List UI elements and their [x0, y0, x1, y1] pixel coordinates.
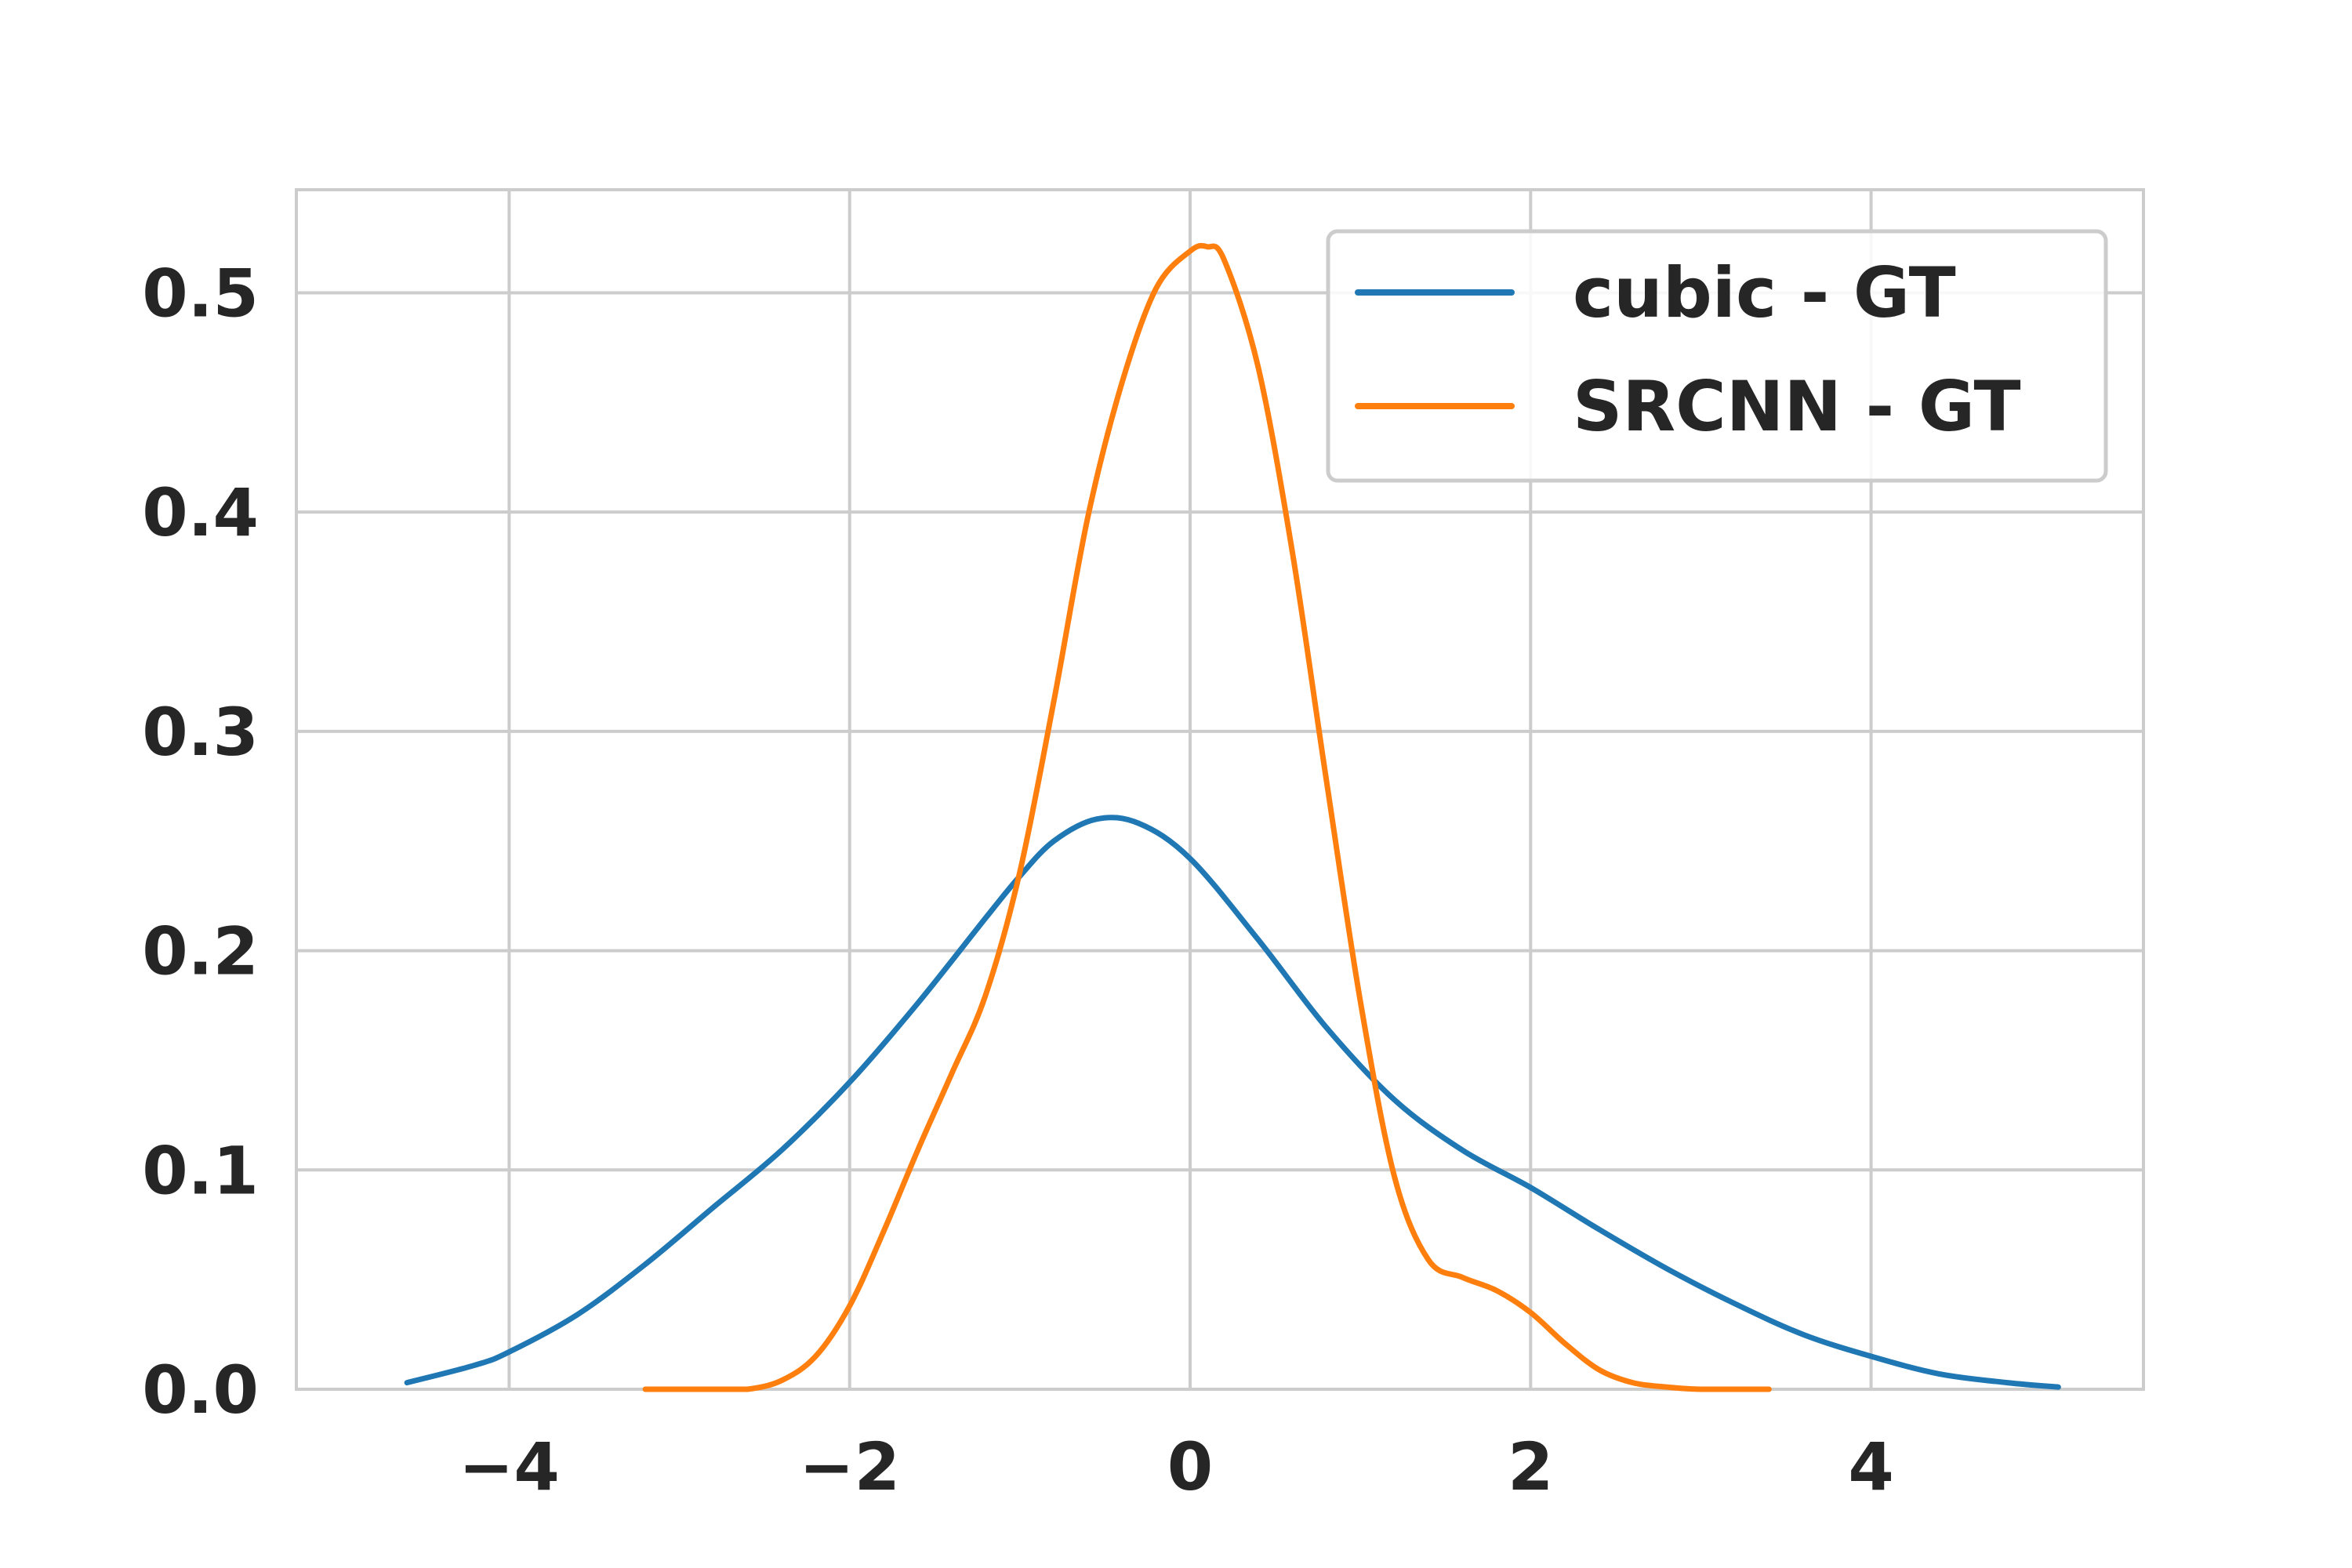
- legend: cubic - GT SRCNN - GT: [1326, 229, 2108, 483]
- y-tick-label: 0.5: [142, 255, 259, 332]
- y-tick-label: 0.1: [142, 1132, 259, 1209]
- y-tick-label: 0.4: [142, 474, 259, 551]
- x-tick-label: −4: [459, 1428, 560, 1505]
- y-tick-label: 0.3: [142, 694, 259, 771]
- series-line-cubic: [404, 815, 2061, 1390]
- x-tick-label: −2: [799, 1428, 900, 1505]
- x-tick-label: 4: [1848, 1428, 1893, 1505]
- x-tick-label: 0: [1167, 1428, 1213, 1505]
- legend-label-cubic: cubic - GT: [1573, 252, 1956, 333]
- y-tick-label: 0.0: [142, 1352, 259, 1428]
- series-lines: [404, 242, 2061, 1392]
- y-tick-label: 0.2: [142, 913, 259, 990]
- legend-box: [1326, 229, 2108, 483]
- legend-label-srcnn: SRCNN - GT: [1573, 366, 2021, 447]
- plot-frame: [295, 188, 2145, 1391]
- y-axis-tick-labels: 0.0 0.1 0.2 0.3 0.4 0.5: [142, 255, 259, 1428]
- x-tick-label: 2: [1508, 1428, 1553, 1505]
- series-line-srcnn: [642, 242, 1772, 1392]
- x-axis-tick-labels: −4 −2 0 2 4: [459, 1428, 1894, 1505]
